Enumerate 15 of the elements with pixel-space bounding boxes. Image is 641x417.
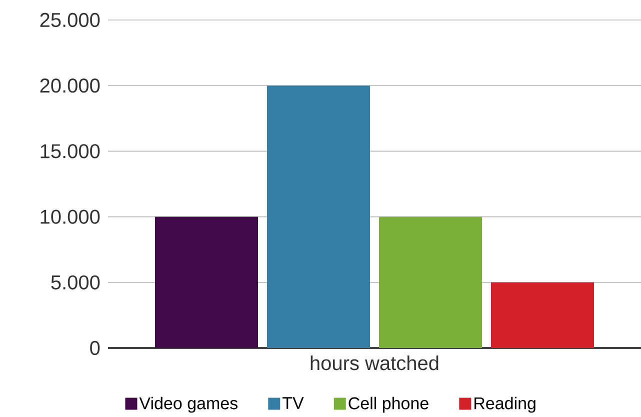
bar — [491, 282, 594, 348]
legend-label: TV — [282, 397, 304, 409]
y-tick-label: 25.000 — [40, 12, 100, 28]
y-tick-label: 20.000 — [40, 78, 100, 93]
x-tick-label: hours watched — [310, 356, 438, 370]
legend-label: Video games — [139, 396, 238, 413]
y-tick-label: 15.000 — [40, 144, 100, 158]
y-tick-label: 5.000 — [51, 275, 100, 290]
bar — [267, 86, 370, 348]
y-tick-label: 0 — [90, 340, 100, 356]
legend-label: Cell phone — [348, 396, 428, 413]
bar — [155, 216, 258, 348]
y-tick-label: 10.000 — [40, 210, 100, 224]
bar — [379, 216, 482, 348]
legend-label: Reading — [474, 396, 536, 413]
